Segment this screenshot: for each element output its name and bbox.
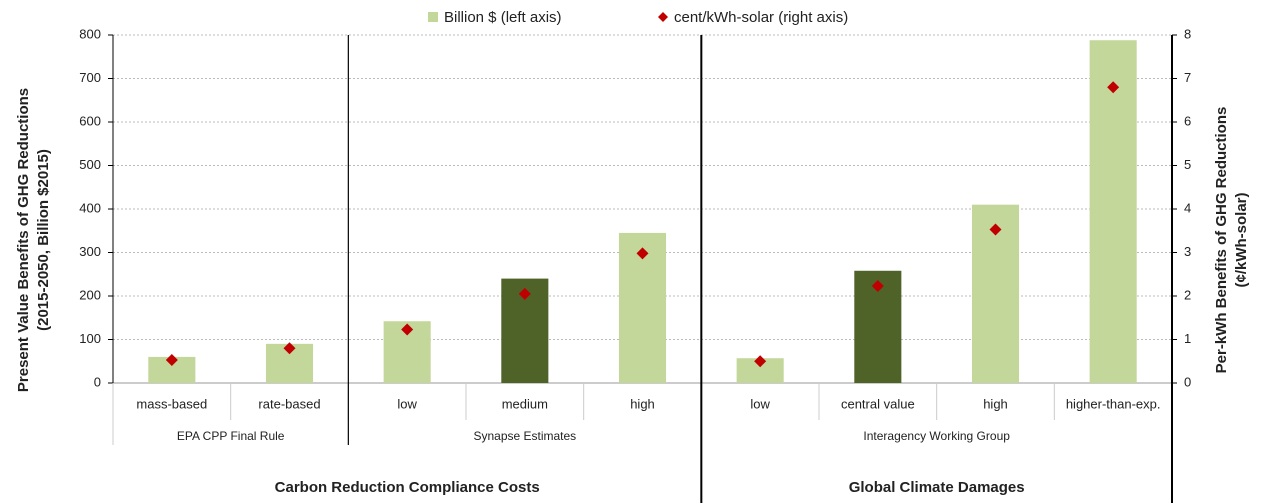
y-axis-label: (2015-2050, Billion $2015) <box>35 149 52 331</box>
subgroup-label: Interagency Working Group <box>863 429 1010 443</box>
legend-swatch <box>658 12 668 22</box>
y-tick-label: 500 <box>79 157 101 172</box>
y2-tick-label: 2 <box>1184 287 1191 302</box>
y2-axis-label: (¢/kWh-solar) <box>1233 192 1250 287</box>
bar <box>1089 40 1137 383</box>
x-tick-label: mass-based <box>136 396 207 411</box>
x-tick-label: higher-than-exp. <box>1066 396 1161 411</box>
point <box>401 323 414 336</box>
point <box>1107 81 1120 94</box>
y-tick-label: 200 <box>79 287 101 302</box>
point <box>283 342 296 355</box>
subgroup-label: EPA CPP Final Rule <box>177 429 285 443</box>
y2-tick-label: 6 <box>1184 113 1191 128</box>
y2-tick-label: 4 <box>1184 200 1191 215</box>
y2-axis-label: Per-kWh Benefits of GHG Reductions <box>1213 107 1230 374</box>
group-label: Carbon Reduction Compliance Costs <box>275 479 540 496</box>
point <box>518 287 531 300</box>
y-tick-label: 400 <box>79 200 101 215</box>
y-tick-label: 100 <box>79 331 101 346</box>
legend-label: cent/kWh-solar (right axis) <box>674 9 848 26</box>
legend-swatch <box>428 12 438 22</box>
y2-tick-label: 1 <box>1184 331 1191 346</box>
point <box>871 279 884 292</box>
x-tick-label: low <box>750 396 770 411</box>
point <box>165 353 178 366</box>
y-tick-label: 300 <box>79 244 101 259</box>
group-label: Global Climate Damages <box>849 479 1025 496</box>
x-tick-label: medium <box>502 396 548 411</box>
y-axis-label: Present Value Benefits of GHG Reductions <box>15 88 32 392</box>
x-tick-label: high <box>630 396 655 411</box>
x-tick-label: high <box>983 396 1008 411</box>
legend-label: Billion $ (left axis) <box>444 9 562 26</box>
y2-tick-label: 3 <box>1184 244 1191 259</box>
x-tick-label: low <box>397 396 417 411</box>
y-tick-label: 0 <box>94 374 101 389</box>
point <box>636 247 649 260</box>
x-tick-label: rate-based <box>258 396 320 411</box>
y-tick-label: 700 <box>79 70 101 85</box>
point <box>989 223 1002 236</box>
y2-tick-label: 7 <box>1184 70 1191 85</box>
y-tick-label: 800 <box>79 26 101 41</box>
x-tick-label: central value <box>841 396 915 411</box>
y2-tick-label: 5 <box>1184 157 1191 172</box>
y2-tick-label: 8 <box>1184 26 1191 41</box>
point <box>754 355 767 368</box>
y2-tick-label: 0 <box>1184 374 1191 389</box>
subgroup-label: Synapse Estimates <box>473 429 576 443</box>
y-tick-label: 600 <box>79 113 101 128</box>
